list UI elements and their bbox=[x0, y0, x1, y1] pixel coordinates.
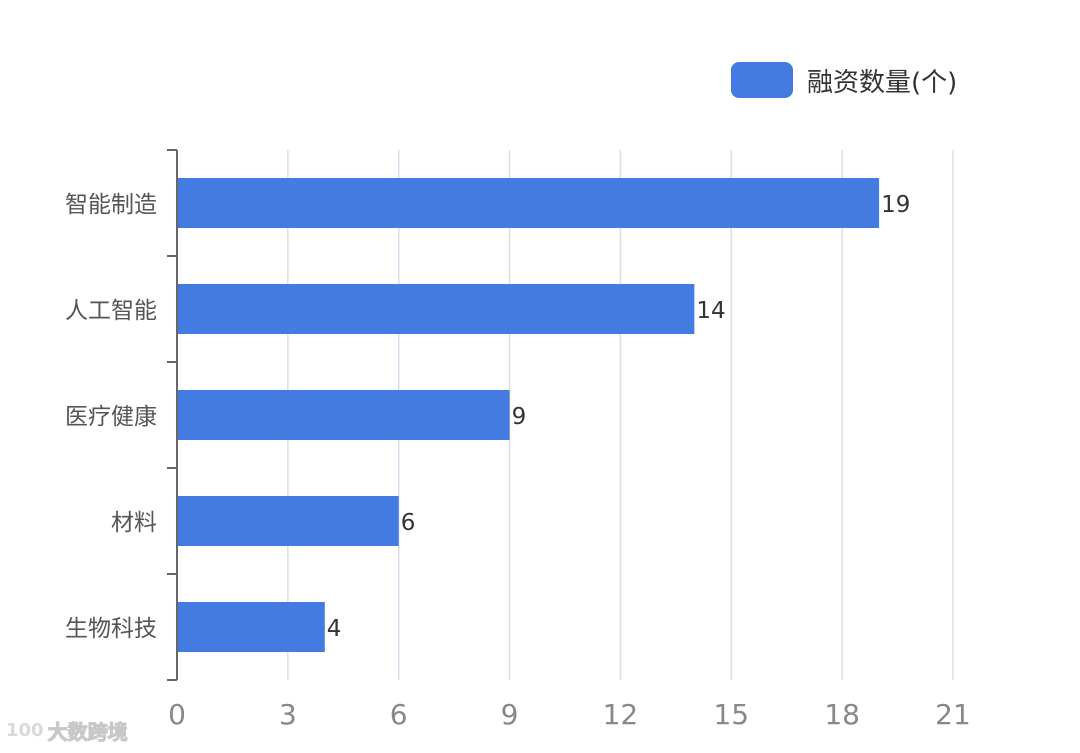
data-label: 19 bbox=[881, 192, 910, 218]
x-tick-label: 0 bbox=[168, 698, 186, 731]
legend-label: 融资数量(个) bbox=[807, 67, 958, 98]
x-tick-label: 12 bbox=[603, 698, 639, 731]
y-category-label: 医疗健康 bbox=[65, 404, 157, 430]
x-tick-label: 6 bbox=[390, 698, 408, 731]
legend[interactable]: 融资数量(个) bbox=[731, 60, 957, 100]
bar-材料[interactable] bbox=[177, 496, 399, 546]
labels: 0 3 6 9 12 15 18 21 智能制造 19 人工智能 14 医疗健康 9 材料 6 生物科技 4 bbox=[65, 192, 971, 731]
x-tick-label: 15 bbox=[713, 698, 749, 731]
y-category-label: 人工智能 bbox=[65, 298, 157, 324]
data-label: 6 bbox=[401, 510, 416, 536]
data-label: 9 bbox=[512, 404, 527, 430]
bar-人工智能[interactable] bbox=[177, 284, 695, 334]
y-category-label: 智能制造 bbox=[65, 192, 157, 218]
y-category-label: 材料 bbox=[111, 510, 157, 536]
x-tick-label: 9 bbox=[501, 698, 519, 731]
bar-医疗健康[interactable] bbox=[177, 390, 510, 440]
x-tick-label: 3 bbox=[279, 698, 297, 731]
x-tick-label: 18 bbox=[824, 698, 860, 731]
x-tick-label: 21 bbox=[935, 698, 971, 731]
data-label: 4 bbox=[327, 616, 342, 642]
watermark-logo: 100 bbox=[6, 720, 44, 741]
bar-智能制造[interactable] bbox=[177, 178, 880, 228]
bars bbox=[177, 178, 880, 652]
bar-生物科技[interactable] bbox=[177, 602, 325, 652]
y-category-label: 生物科技 bbox=[65, 616, 157, 642]
watermark: 100 大数跨境 bbox=[6, 716, 128, 745]
axes bbox=[167, 149, 178, 681]
legend-swatch bbox=[731, 62, 793, 98]
watermark-text: 大数跨境 bbox=[47, 720, 128, 745]
data-label: 14 bbox=[696, 298, 725, 324]
